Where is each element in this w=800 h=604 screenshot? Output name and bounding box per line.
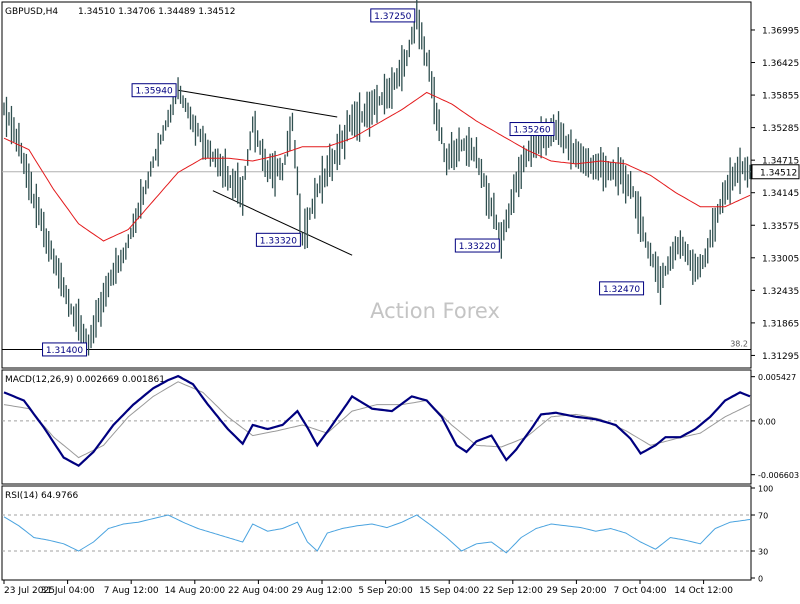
rsi-y-tick-label: 100 bbox=[758, 485, 773, 494]
macd-title: MACD(12,26,9) 0.002669 0.001861 bbox=[5, 375, 165, 385]
ohlc-values: 1.34510 1.34706 1.34489 1.34512 bbox=[78, 7, 235, 17]
x-tick-label: 7 Aug 12:00 bbox=[104, 586, 159, 596]
price-y-tick-label: 1.34145 bbox=[762, 189, 799, 199]
x-tick-label: 7 Oct 04:00 bbox=[614, 586, 667, 596]
price-label-text: 1.32470 bbox=[603, 285, 640, 295]
price-layer: 38.2 1.35940 1.37250 1.35260 1.33320 1.33220 1… bbox=[2, 0, 751, 357]
price-label-2: 1.35260 bbox=[509, 122, 555, 137]
macd-panel-frame bbox=[1, 369, 752, 485]
current-price-tag bbox=[751, 164, 800, 180]
rsi-y-tick-label: 0 bbox=[758, 575, 763, 584]
price-label-0: 1.35940 bbox=[131, 83, 177, 98]
macd-layer bbox=[2, 374, 751, 468]
x-tick-label: 14 Aug 20:00 bbox=[164, 586, 225, 596]
price-y-tick-label: 1.33575 bbox=[762, 222, 799, 232]
price-label-text: 1.35260 bbox=[513, 126, 550, 136]
price-y-tick-label: 1.35285 bbox=[762, 124, 799, 134]
price-label-box bbox=[509, 122, 555, 137]
x-tick-label: 15 Sep 04:00 bbox=[419, 586, 479, 596]
price-label-box bbox=[131, 83, 177, 98]
macd-signal-line bbox=[3, 381, 751, 459]
price-label-1: 1.37250 bbox=[370, 8, 416, 23]
price-y-tick-label: 1.33005 bbox=[762, 254, 799, 264]
price-y-tick-label: 1.36425 bbox=[762, 59, 799, 69]
price-label-text: 1.31400 bbox=[46, 346, 83, 356]
price-y-tick-label: 1.34715 bbox=[762, 157, 799, 167]
price-label-box bbox=[370, 8, 416, 23]
macd-main-line bbox=[3, 374, 751, 468]
x-tick-label: 29 Sep 20:00 bbox=[546, 586, 606, 596]
rsi-layer bbox=[2, 514, 751, 554]
price-label-box bbox=[42, 342, 88, 357]
price-y-tick-label: 1.36995 bbox=[762, 26, 799, 36]
price-label-box bbox=[599, 281, 645, 296]
price-y-tick-label: 1.31295 bbox=[762, 352, 799, 362]
x-tick-label: 23 Jul 2025 bbox=[4, 586, 55, 596]
price-label-text: 1.33320 bbox=[260, 236, 297, 246]
price-label-text: 1.33220 bbox=[459, 242, 496, 252]
rsi-y-tick-label: 70 bbox=[758, 512, 768, 521]
macd-y-tick-label: 0.005427 bbox=[758, 373, 796, 382]
price-label-6: 1.31400 bbox=[42, 342, 88, 357]
rsi-y-tick-label: 30 bbox=[758, 548, 768, 557]
trendline-2 bbox=[212, 190, 353, 256]
macd-y-tick-label: -0.006603 bbox=[758, 471, 799, 480]
current-price-text: 1.34512 bbox=[760, 168, 797, 178]
rsi-panel-frame bbox=[1, 485, 752, 581]
price-label-4: 1.33220 bbox=[454, 238, 500, 253]
watermark: Action Forex bbox=[370, 299, 500, 323]
price-label-box bbox=[255, 232, 301, 247]
x-tick-label: 22 Aug 04:00 bbox=[228, 586, 289, 596]
macd-y-tick-label: 0.00 bbox=[758, 417, 776, 426]
trendline-1 bbox=[177, 89, 338, 118]
price-y-tick-label: 1.31865 bbox=[762, 319, 799, 329]
price-y-tick-label: 1.32435 bbox=[762, 287, 799, 297]
price-y-tick-label: 1.35855 bbox=[762, 92, 799, 102]
price-label-text: 1.37250 bbox=[374, 12, 411, 22]
price-label-3: 1.33320 bbox=[255, 232, 301, 247]
axis-layer: 1.36995 1.36425 1.35855 1.35285 1.34715 1.341… bbox=[3, 26, 800, 596]
price-label-text: 1.35940 bbox=[135, 87, 172, 97]
rsi-title: RSI(14) 64.9766 bbox=[5, 491, 78, 501]
price-label-5: 1.32470 bbox=[599, 281, 645, 296]
price-panel-frame bbox=[1, 1, 752, 369]
x-tick-label: 5 Sep 20:00 bbox=[358, 586, 413, 596]
price-bars bbox=[3, 0, 751, 356]
symbol-title: GBPUSD,H4 bbox=[5, 7, 58, 17]
fib-level-label: 38.2 bbox=[730, 339, 748, 348]
x-tick-label: 14 Oct 12:00 bbox=[674, 586, 733, 596]
ma-line bbox=[3, 91, 751, 242]
rsi-line bbox=[3, 514, 751, 554]
x-tick-label: 22 Sep 12:00 bbox=[483, 586, 543, 596]
price-label-box bbox=[454, 238, 500, 253]
x-tick-label: 29 Aug 12:00 bbox=[292, 586, 353, 596]
x-tick-label: 31 Jul 04:00 bbox=[41, 586, 95, 596]
